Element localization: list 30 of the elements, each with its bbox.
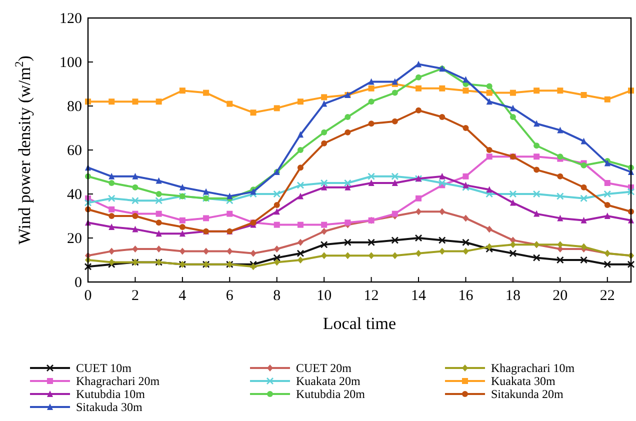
- legend-label: CUET 20m: [296, 361, 352, 375]
- x-tick-label: 20: [552, 288, 568, 304]
- x-tick-label: 12: [364, 288, 379, 304]
- x-tick-label: 18: [505, 288, 520, 304]
- y-tick-label: 120: [60, 11, 82, 27]
- legend-label: Khagrachari 10m: [491, 361, 576, 375]
- legend-label: Kutubdia 10m: [76, 387, 146, 401]
- x-axis-title: Local time: [322, 314, 396, 333]
- x-tick-label: 8: [273, 288, 281, 304]
- y-tick-label: 0: [74, 275, 82, 291]
- legend-label: Sitakuda 30m: [76, 400, 143, 414]
- x-tick-label: 14: [411, 288, 427, 304]
- x-tick-label: 16: [458, 288, 474, 304]
- legend-label: Kutubdia 20m: [296, 387, 366, 401]
- legend-label: Kuakata 20m: [296, 374, 361, 388]
- legend-label: Khagrachari 20m: [76, 374, 160, 388]
- x-tick-label: 6: [226, 288, 234, 304]
- y-tick-label: 100: [60, 55, 82, 71]
- x-tick-label: 10: [316, 288, 332, 304]
- x-tick-label: 0: [84, 288, 92, 304]
- legend-label: CUET 10m: [76, 361, 132, 375]
- legend-label: Sitakunda 20m: [491, 387, 564, 401]
- y-tick-label: 40: [67, 187, 82, 203]
- y-tick-label: 20: [67, 231, 82, 247]
- x-tick-label: 4: [178, 288, 187, 304]
- y-tick-label: 80: [67, 99, 82, 115]
- y-tick-label: 60: [67, 143, 82, 159]
- legend-label: Kuakata 30m: [491, 374, 556, 388]
- x-tick-label: 2: [131, 288, 139, 304]
- x-tick-label: 22: [600, 288, 615, 304]
